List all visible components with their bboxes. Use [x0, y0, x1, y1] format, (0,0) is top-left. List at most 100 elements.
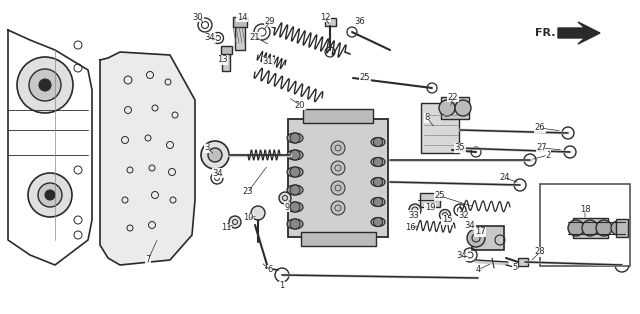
Circle shape	[374, 177, 383, 187]
Text: 29: 29	[265, 18, 275, 26]
Text: 9: 9	[284, 203, 290, 212]
Text: 14: 14	[237, 13, 247, 21]
Bar	[616, 219, 628, 237]
Circle shape	[374, 138, 383, 147]
Circle shape	[45, 190, 55, 200]
Text: 16: 16	[404, 224, 415, 232]
Text: 11: 11	[221, 224, 231, 232]
Text: 28: 28	[534, 247, 545, 257]
Polygon shape	[100, 52, 195, 265]
Ellipse shape	[371, 177, 385, 187]
Bar	[301, 232, 376, 246]
Ellipse shape	[287, 202, 303, 212]
Text: 34: 34	[465, 220, 476, 230]
Circle shape	[279, 192, 291, 204]
Bar	[421, 103, 459, 153]
Text: 27: 27	[537, 143, 547, 153]
Text: 30: 30	[193, 13, 204, 21]
Ellipse shape	[371, 198, 385, 207]
Circle shape	[611, 221, 625, 235]
Text: 31: 31	[262, 57, 273, 67]
Text: 34: 34	[212, 169, 223, 177]
Text: 10: 10	[243, 214, 253, 223]
Text: 2: 2	[545, 150, 550, 160]
Bar	[222, 49, 230, 71]
Circle shape	[596, 220, 612, 236]
Circle shape	[374, 198, 383, 207]
Circle shape	[582, 220, 598, 236]
Bar	[420, 193, 440, 207]
Circle shape	[251, 206, 265, 220]
Circle shape	[208, 148, 222, 162]
Circle shape	[568, 220, 584, 236]
Text: 3: 3	[204, 143, 210, 153]
Ellipse shape	[287, 133, 303, 143]
Text: 8: 8	[424, 113, 429, 122]
Bar	[441, 97, 469, 119]
Circle shape	[229, 216, 241, 228]
Text: 26: 26	[534, 123, 545, 133]
Circle shape	[455, 100, 471, 116]
Circle shape	[29, 69, 61, 101]
Circle shape	[409, 204, 421, 216]
Bar	[233, 17, 247, 27]
Circle shape	[331, 141, 345, 155]
Circle shape	[374, 158, 383, 166]
Circle shape	[201, 141, 229, 169]
Circle shape	[440, 209, 451, 220]
Bar	[573, 218, 607, 238]
Bar	[518, 258, 528, 266]
Bar	[235, 20, 245, 50]
Ellipse shape	[371, 158, 385, 166]
Ellipse shape	[371, 138, 385, 147]
Text: 1: 1	[280, 281, 285, 290]
Text: 36: 36	[355, 18, 365, 26]
Text: 23: 23	[243, 187, 253, 197]
Circle shape	[374, 218, 383, 226]
Text: 19: 19	[425, 203, 435, 213]
Ellipse shape	[371, 218, 385, 226]
Text: 34: 34	[205, 34, 215, 42]
Circle shape	[331, 161, 345, 175]
Ellipse shape	[287, 150, 303, 160]
Circle shape	[439, 100, 455, 116]
Circle shape	[331, 201, 345, 215]
Text: 12: 12	[320, 13, 330, 21]
Text: FR.: FR.	[534, 28, 555, 38]
Text: 32: 32	[459, 212, 469, 220]
Circle shape	[290, 167, 300, 177]
Text: 25: 25	[360, 73, 371, 83]
Bar	[540, 184, 630, 266]
Text: 21: 21	[250, 33, 260, 41]
Text: 5: 5	[513, 263, 518, 273]
Text: 24: 24	[500, 174, 510, 182]
Text: 18: 18	[580, 205, 590, 214]
Text: 13: 13	[217, 56, 227, 64]
Circle shape	[28, 173, 72, 217]
Text: 35: 35	[454, 143, 465, 153]
Polygon shape	[558, 22, 600, 44]
Text: 20: 20	[295, 100, 305, 110]
Circle shape	[39, 79, 51, 91]
Circle shape	[290, 202, 300, 212]
Circle shape	[290, 185, 300, 195]
Text: 4: 4	[476, 266, 481, 274]
Text: 33: 33	[408, 210, 419, 219]
Ellipse shape	[287, 185, 303, 195]
Bar	[324, 18, 335, 26]
Bar	[303, 109, 373, 123]
Text: 15: 15	[442, 215, 452, 225]
Text: 6: 6	[268, 266, 273, 274]
Text: 25: 25	[435, 192, 445, 201]
Bar	[288, 119, 388, 237]
Circle shape	[467, 229, 485, 247]
Ellipse shape	[287, 219, 303, 229]
Circle shape	[331, 181, 345, 195]
Ellipse shape	[287, 167, 303, 177]
Circle shape	[38, 183, 62, 207]
Text: 34: 34	[457, 252, 467, 261]
Bar	[221, 46, 232, 54]
Bar	[472, 226, 504, 250]
Text: 22: 22	[448, 93, 458, 101]
Circle shape	[290, 150, 300, 160]
